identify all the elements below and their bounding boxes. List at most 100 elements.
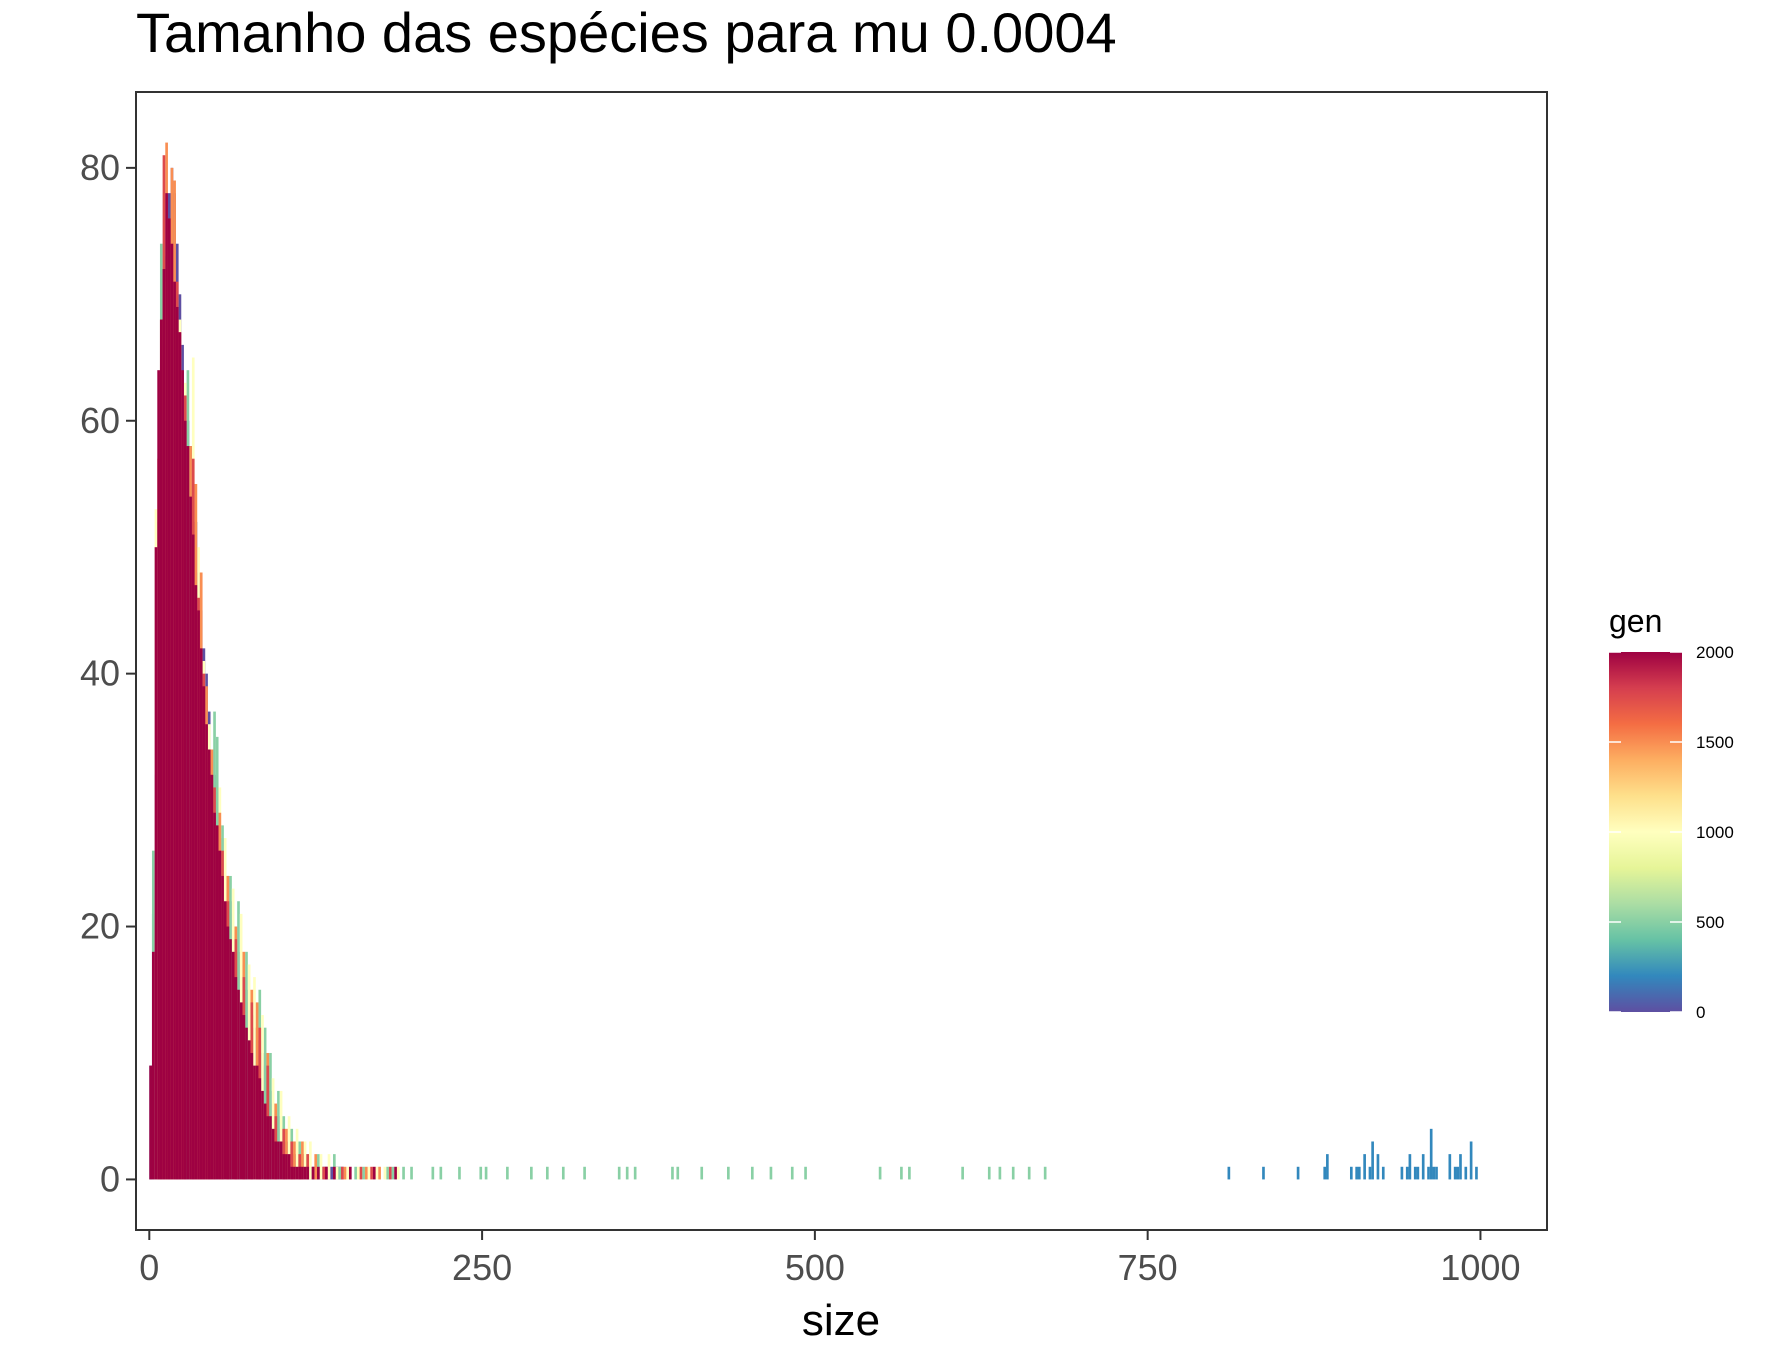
y-tick-label: 0 bbox=[100, 1158, 120, 1199]
histogram-bar bbox=[287, 1116, 291, 1180]
histogram-bar bbox=[372, 1166, 376, 1180]
histogram-bar bbox=[277, 1090, 280, 1180]
histogram-bar bbox=[388, 1166, 392, 1180]
histogram-bar bbox=[303, 1166, 307, 1180]
histogram-bar bbox=[439, 1166, 443, 1180]
histogram-bar bbox=[311, 1166, 315, 1180]
legend-tick-label: 500 bbox=[1696, 913, 1724, 932]
histogram-bar bbox=[207, 749, 211, 1180]
histogram-bar bbox=[671, 1166, 674, 1180]
x-tick-label: 500 bbox=[785, 1247, 845, 1288]
histogram-bar bbox=[769, 1166, 773, 1180]
histogram-bar bbox=[285, 1128, 288, 1180]
histogram-bar bbox=[293, 1166, 296, 1180]
histogram-bar bbox=[391, 1166, 395, 1180]
histogram-bar bbox=[295, 1128, 299, 1180]
histogram-bar bbox=[317, 1166, 320, 1180]
histogram-bar bbox=[314, 1154, 318, 1180]
histogram-bar bbox=[269, 1116, 272, 1180]
histogram-bar bbox=[229, 939, 232, 1180]
histogram-bar bbox=[197, 610, 200, 1180]
histogram-bar bbox=[170, 243, 174, 1180]
histogram-bar bbox=[878, 1166, 882, 1180]
histogram-bar bbox=[1456, 1166, 1460, 1180]
histogram-bar bbox=[282, 1154, 286, 1180]
histogram-bar bbox=[189, 496, 192, 1180]
histogram-bar bbox=[327, 1154, 331, 1180]
histogram-bar bbox=[506, 1166, 509, 1180]
histogram-bar bbox=[1376, 1154, 1380, 1180]
histogram-bar bbox=[367, 1166, 371, 1180]
legend-colorbar bbox=[1609, 652, 1682, 1012]
histogram-bar bbox=[183, 420, 187, 1180]
x-axis: 0 250 500 750 1000 bbox=[139, 1230, 1520, 1288]
histogram-bar bbox=[263, 1103, 267, 1180]
histogram-bar bbox=[362, 1166, 365, 1180]
plot-border bbox=[135, 91, 1548, 1231]
histogram-bar bbox=[306, 1154, 310, 1180]
y-tick-label: 60 bbox=[80, 400, 120, 441]
histogram-bar bbox=[1453, 1166, 1457, 1180]
histogram-bar bbox=[1262, 1166, 1265, 1180]
x-tick-label: 1000 bbox=[1440, 1247, 1520, 1288]
histogram-bar bbox=[253, 1065, 256, 1180]
histogram-bar bbox=[271, 1128, 275, 1180]
histogram-bar bbox=[383, 1166, 387, 1180]
histogram-bar bbox=[221, 875, 224, 1180]
histogram-bar bbox=[186, 446, 190, 1180]
histogram-bar bbox=[290, 1141, 294, 1180]
histogram-bar bbox=[293, 1141, 296, 1180]
histogram-bar bbox=[545, 1166, 549, 1180]
legend-tick-label: 1500 bbox=[1696, 733, 1734, 752]
histogram-bar bbox=[194, 585, 198, 1180]
histogram-bar bbox=[277, 1141, 280, 1180]
histogram-bar bbox=[386, 1166, 389, 1180]
histogram-bar bbox=[250, 1052, 254, 1180]
histogram-bar bbox=[676, 1166, 680, 1180]
histogram-bar bbox=[266, 1116, 270, 1180]
histogram-bar bbox=[484, 1166, 488, 1180]
histogram-bar bbox=[1429, 1128, 1433, 1180]
histogram-bar bbox=[1464, 1166, 1468, 1180]
histogram-bar bbox=[301, 1141, 304, 1180]
histogram-bar bbox=[617, 1166, 621, 1180]
histogram-bar bbox=[998, 1166, 1002, 1180]
histogram-bar bbox=[290, 1166, 294, 1180]
histogram-bar bbox=[1296, 1166, 1300, 1180]
histogram-bar bbox=[1427, 1166, 1430, 1180]
histogram-bar bbox=[306, 1166, 310, 1180]
histogram-bar bbox=[1326, 1154, 1329, 1180]
histogram-bar bbox=[987, 1166, 991, 1180]
histogram-bar bbox=[354, 1166, 357, 1180]
histogram-bar bbox=[356, 1166, 360, 1180]
legend-tick-label: 0 bbox=[1696, 1003, 1705, 1022]
histogram-bar bbox=[159, 319, 163, 1180]
histogram-bar bbox=[175, 306, 179, 1180]
histogram-bar bbox=[237, 989, 240, 1180]
y-tick-label: 40 bbox=[80, 653, 120, 694]
histogram-bar bbox=[234, 977, 238, 1180]
x-tick-label: 250 bbox=[452, 1247, 512, 1288]
histogram-bar bbox=[1475, 1166, 1478, 1180]
histogram-bar bbox=[1027, 1166, 1031, 1180]
histogram-bar bbox=[215, 825, 219, 1180]
histogram-bar bbox=[479, 1166, 483, 1180]
histogram-bar bbox=[242, 1015, 246, 1180]
legend-tick-label: 2000 bbox=[1696, 643, 1734, 662]
histogram-bar bbox=[338, 1166, 341, 1180]
histogram-bar bbox=[295, 1166, 299, 1180]
legend-title: gen bbox=[1609, 603, 1662, 639]
histogram-bar bbox=[348, 1166, 352, 1180]
histogram-bar bbox=[218, 850, 222, 1180]
histogram-bar bbox=[173, 281, 176, 1180]
color-legend: gen 0 500 1000 1500 2000 bbox=[1609, 603, 1734, 1022]
histogram-bar bbox=[285, 1154, 288, 1180]
histogram-bar bbox=[1363, 1154, 1366, 1180]
histogram-bar bbox=[167, 218, 171, 1180]
histogram-bar bbox=[394, 1166, 397, 1180]
histogram-bar bbox=[298, 1166, 302, 1180]
histogram-bar bbox=[1408, 1154, 1412, 1180]
histogram-bar bbox=[1448, 1154, 1452, 1180]
histogram-bar bbox=[1349, 1166, 1353, 1180]
histogram-bar bbox=[804, 1166, 807, 1180]
